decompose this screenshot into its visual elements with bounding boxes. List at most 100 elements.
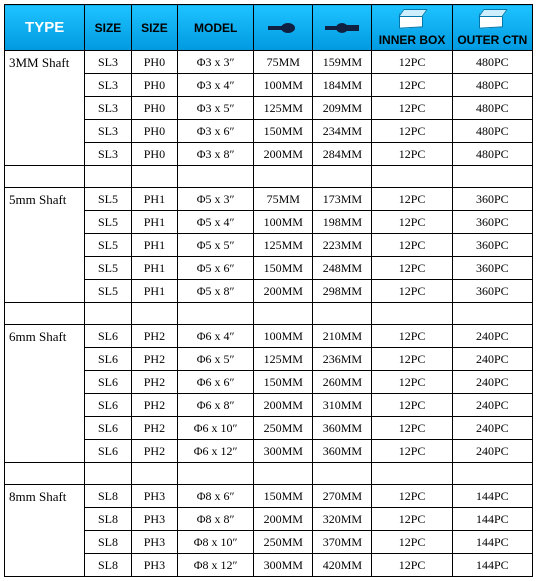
cell-d1: 125MM <box>254 234 313 257</box>
cell-s1: SL5 <box>85 234 131 257</box>
cell-model: Φ3 x 4″ <box>178 74 254 97</box>
cell-s2: PH0 <box>131 120 177 143</box>
cell-d1: 200MM <box>254 143 313 166</box>
cell-d2: 370MM <box>313 531 372 554</box>
cell-d1: 100MM <box>254 325 313 348</box>
cell-model: Φ5 x 5″ <box>178 234 254 257</box>
cell-model: Φ8 x 10″ <box>178 531 254 554</box>
cell-d1: 250MM <box>254 531 313 554</box>
cell-model: Φ8 x 6″ <box>178 485 254 508</box>
cell-d2: 223MM <box>313 234 372 257</box>
cell-ib: 12PC <box>372 485 452 508</box>
cell-d1: 300MM <box>254 440 313 463</box>
cell-model: Φ6 x 4″ <box>178 325 254 348</box>
cell-s1: SL6 <box>85 325 131 348</box>
cell-d1: 150MM <box>254 485 313 508</box>
cell-s1: SL6 <box>85 440 131 463</box>
cell-d2: 234MM <box>313 120 372 143</box>
cell-ib: 12PC <box>372 143 452 166</box>
cell-model: Φ3 x 6″ <box>178 120 254 143</box>
type-cell: 6mm Shaft <box>5 325 85 463</box>
cell-s2: PH0 <box>131 143 177 166</box>
cell-ib: 12PC <box>372 348 452 371</box>
cell-ib: 12PC <box>372 280 452 303</box>
cell-ib: 12PC <box>372 188 452 211</box>
spacer-row <box>5 463 533 485</box>
cell-d2: 360MM <box>313 440 372 463</box>
header-model: MODEL <box>178 5 254 51</box>
spacer-row <box>5 303 533 325</box>
cell-ib: 12PC <box>372 508 452 531</box>
header-inner-box-label: INNER BOX <box>379 33 446 47</box>
cell-oc: 360PC <box>452 188 532 211</box>
cell-ib: 12PC <box>372 257 452 280</box>
cell-s2: PH1 <box>131 257 177 280</box>
cell-oc: 144PC <box>452 554 532 577</box>
cell-d2: 284MM <box>313 143 372 166</box>
cell-s2: PH1 <box>131 188 177 211</box>
cell-d1: 150MM <box>254 120 313 143</box>
cell-oc: 480PC <box>452 120 532 143</box>
cell-d1: 125MM <box>254 97 313 120</box>
cell-d1: 150MM <box>254 371 313 394</box>
cell-s1: SL3 <box>85 97 131 120</box>
table-row: 5mm ShaftSL5PH1Φ5 x 3″75MM173MM12PC360PC <box>5 188 533 211</box>
cell-ib: 12PC <box>372 51 452 74</box>
cell-s1: SL3 <box>85 74 131 97</box>
cell-d2: 248MM <box>313 257 372 280</box>
cell-s2: PH2 <box>131 348 177 371</box>
cell-oc: 144PC <box>452 508 532 531</box>
cell-s1: SL8 <box>85 554 131 577</box>
cell-s1: SL5 <box>85 280 131 303</box>
cell-model: Φ5 x 3″ <box>178 188 254 211</box>
cell-s2: PH3 <box>131 508 177 531</box>
cell-d1: 250MM <box>254 417 313 440</box>
cell-s1: SL3 <box>85 143 131 166</box>
cell-s2: PH2 <box>131 371 177 394</box>
header-outer-ctn-label: OUTER CTN <box>457 33 527 47</box>
cell-s1: SL6 <box>85 348 131 371</box>
cell-d2: 209MM <box>313 97 372 120</box>
cell-oc: 240PC <box>452 371 532 394</box>
cell-oc: 480PC <box>452 143 532 166</box>
table-row: 3MM ShaftSL3PH0Φ3 x 3″75MM159MM12PC480PC <box>5 51 533 74</box>
cell-d2: 236MM <box>313 348 372 371</box>
cell-s2: PH2 <box>131 325 177 348</box>
cell-s1: SL5 <box>85 211 131 234</box>
cell-s2: PH1 <box>131 280 177 303</box>
cell-oc: 480PC <box>452 97 532 120</box>
cell-model: Φ5 x 6″ <box>178 257 254 280</box>
cell-s2: PH3 <box>131 485 177 508</box>
cell-s1: SL6 <box>85 394 131 417</box>
cell-d2: 260MM <box>313 371 372 394</box>
header-inner-box: INNER BOX <box>372 5 452 51</box>
cell-s2: PH1 <box>131 234 177 257</box>
cell-ib: 12PC <box>372 120 452 143</box>
cell-s1: SL8 <box>85 531 131 554</box>
cell-d2: 210MM <box>313 325 372 348</box>
header-tip-icon <box>254 5 313 51</box>
cell-d1: 75MM <box>254 51 313 74</box>
cell-model: Φ6 x 10″ <box>178 417 254 440</box>
cell-model: Φ5 x 8″ <box>178 280 254 303</box>
header-outer-ctn: OUTER CTN <box>452 5 532 51</box>
cell-s1: SL8 <box>85 508 131 531</box>
cell-s1: SL6 <box>85 417 131 440</box>
cell-s1: SL8 <box>85 485 131 508</box>
cell-s2: PH0 <box>131 97 177 120</box>
cell-d2: 360MM <box>313 417 372 440</box>
cell-d1: 300MM <box>254 554 313 577</box>
cell-d1: 150MM <box>254 257 313 280</box>
cell-model: Φ6 x 6″ <box>178 371 254 394</box>
cell-d1: 200MM <box>254 280 313 303</box>
cell-s2: PH3 <box>131 554 177 577</box>
table-row: 6mm ShaftSL6PH2Φ6 x 4″100MM210MM12PC240P… <box>5 325 533 348</box>
cell-s2: PH2 <box>131 440 177 463</box>
cell-s1: SL5 <box>85 257 131 280</box>
cell-model: Φ6 x 12″ <box>178 440 254 463</box>
cell-oc: 144PC <box>452 531 532 554</box>
cell-oc: 360PC <box>452 280 532 303</box>
header-type: TYPE <box>5 5 85 51</box>
cell-s2: PH2 <box>131 394 177 417</box>
cell-ib: 12PC <box>372 554 452 577</box>
